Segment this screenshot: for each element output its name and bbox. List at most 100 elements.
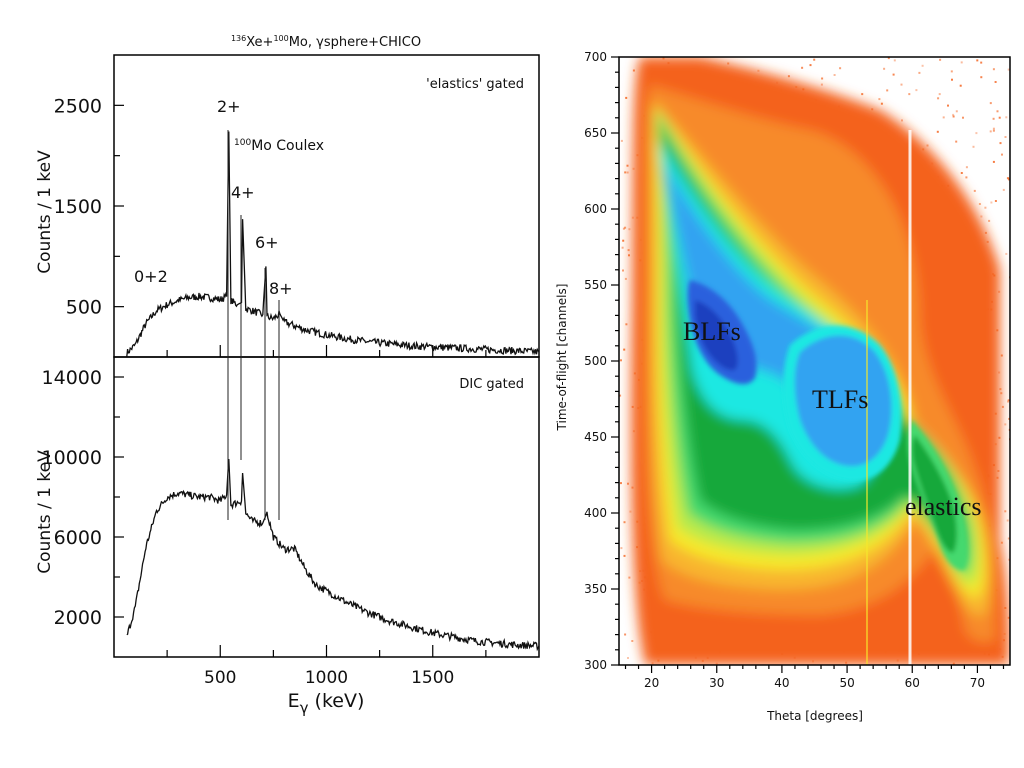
speckle-dot	[947, 104, 949, 107]
heatmap-y-axis-label: Time-of-flight [channels]	[555, 284, 569, 432]
x-label-main: E	[288, 690, 300, 712]
speckle-dot	[839, 67, 842, 70]
speckle-dot	[1000, 541, 1003, 544]
speckle-dot	[627, 482, 629, 485]
speckle-dot	[1007, 177, 1010, 180]
speckle-dot	[878, 98, 881, 101]
spectrum-ticks: 500 1500 2500 2000 6000 10000 14000 500 1000 1500	[42, 95, 487, 688]
speckle-dot	[629, 510, 632, 513]
speckle-dot	[757, 69, 760, 72]
speckle-dot	[938, 93, 941, 96]
x-label-unit: (keV)	[309, 690, 365, 712]
speckle-dot	[952, 113, 955, 116]
title-text-2: Mo, γsphere+CHICO	[289, 35, 421, 50]
speckle-dot	[950, 70, 953, 73]
speckle-dot	[992, 68, 995, 71]
heat-y-tick-label-600: 600	[584, 202, 607, 216]
heat-y-tick-label-450: 450	[584, 430, 607, 444]
speckle-dot	[1007, 68, 1010, 71]
speckle-dot	[980, 215, 983, 218]
top-y-tick-label-500: 500	[66, 297, 102, 319]
speckle-dot	[992, 127, 995, 130]
heat-y-tick-label-350: 350	[584, 582, 607, 596]
speckle-dot	[980, 61, 983, 64]
spectrum-chart: 136Xe+100Mo, γsphere+CHICO 'elastics' ga…	[35, 34, 540, 717]
speckle-dot	[951, 78, 953, 81]
heat-x-tick-label-20: 20	[644, 676, 659, 690]
heat-x-tick-label-30: 30	[709, 676, 724, 690]
speckle-dot	[976, 59, 979, 62]
speckle-dot	[1002, 188, 1005, 191]
speckle-dot	[626, 164, 629, 167]
bottom-y-tick-label-10000: 10000	[42, 447, 102, 469]
speckle-dot	[988, 219, 991, 222]
speckle-dot	[1007, 399, 1010, 402]
top-y-tick-label-1500: 1500	[54, 196, 102, 218]
speckle-dot	[901, 119, 903, 122]
bottom-panel-label: DIC gated	[459, 377, 524, 392]
speckle-dot	[965, 176, 968, 179]
speckle-dot	[820, 83, 823, 86]
heat-x-tick-label-50: 50	[839, 676, 854, 690]
speckle-dot	[975, 132, 978, 135]
coulex-label: 100Mo Coulex	[234, 138, 324, 154]
speckle-dot	[1005, 116, 1008, 119]
speckle-dot	[624, 277, 627, 280]
speckle-dot	[623, 554, 626, 557]
speckle-dot	[625, 96, 628, 99]
speckle-dot	[926, 144, 929, 147]
speckle-dot	[921, 64, 924, 67]
speckle-dot	[631, 640, 634, 642]
speckle-dot	[908, 93, 911, 96]
speckle-dot	[959, 84, 962, 87]
speckle-dot	[627, 249, 630, 252]
speckle-dot	[960, 172, 963, 174]
heat-x-tick-label-40: 40	[774, 676, 789, 690]
top-spectrum-series	[126, 131, 539, 357]
top-panel-label: 'elastics' gated	[426, 77, 524, 92]
speckle-dot	[994, 200, 997, 202]
speckle-dot	[984, 206, 987, 209]
speckle-dot	[936, 130, 939, 133]
title-text-1: Xe+	[246, 35, 273, 50]
annotation-blfs: BLFs	[683, 317, 741, 346]
speckle-dot	[621, 246, 624, 249]
heat-y-tick-label-650: 650	[584, 126, 607, 140]
heat-y-tick-label-400: 400	[584, 506, 607, 520]
x-tick-label-1000: 1000	[305, 668, 348, 688]
transition-guide-lines	[227, 130, 280, 520]
speckle-dot	[973, 189, 976, 192]
heat-y-tick-label-550: 550	[584, 278, 607, 292]
speckle-dot	[892, 73, 895, 76]
heat-x-tick-label-60: 60	[905, 676, 920, 690]
speckle-dot	[1007, 537, 1010, 540]
speckle-dot	[887, 57, 890, 60]
coulex-text: Mo Coulex	[251, 138, 324, 154]
speckle-dot	[620, 482, 622, 485]
speckle-dot	[880, 102, 883, 105]
x-tick-label-1500: 1500	[411, 668, 454, 688]
annotation-tlfs: TLFs	[812, 385, 868, 414]
top-y-axis-label: Counts / 1 keV	[35, 150, 55, 274]
speckle-dot	[620, 547, 623, 550]
bottom-y-tick-label-6000: 6000	[54, 527, 102, 549]
speckle-dot	[1005, 252, 1008, 255]
speckle-dot	[622, 269, 624, 272]
speckle-dot	[787, 75, 790, 78]
bottom-panel-frame	[113, 356, 540, 658]
speckle-dot	[1004, 510, 1007, 513]
speckle-dot	[632, 69, 635, 72]
speckle-dot	[623, 521, 626, 524]
peak-label-0plus2: 0+2	[134, 267, 168, 286]
speckle-dot	[1007, 400, 1009, 403]
speckle-dot	[939, 58, 942, 61]
speckle-dot	[628, 254, 630, 257]
speckle-dot	[622, 239, 625, 242]
speckle-dot	[900, 83, 903, 86]
speckle-dot	[620, 139, 623, 142]
peak-label-2plus: 2+	[217, 97, 241, 116]
x-tick-label-500: 500	[204, 668, 236, 688]
speckle-dot	[1004, 136, 1007, 138]
heat-x-tick-label-70: 70	[970, 676, 985, 690]
